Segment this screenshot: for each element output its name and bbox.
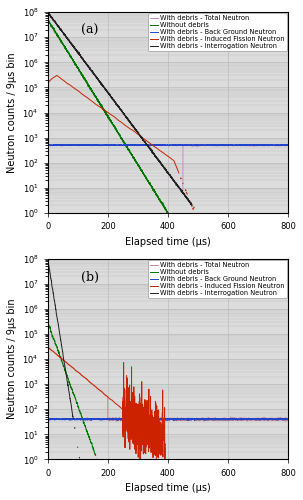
With debris - Back Ground Neutron bbox=[58, 142, 62, 148]
Without debris bbox=[46, 16, 49, 22]
With debris - Total Neutron bbox=[286, 416, 290, 422]
With debris - Back Ground Neutron bbox=[286, 142, 290, 148]
With debris - Interrogation Neutron bbox=[73, 46, 77, 52]
With debris - Induced Fission Neutron bbox=[148, 420, 152, 426]
With debris - Total Neutron bbox=[73, 367, 77, 373]
With debris - Back Ground Neutron bbox=[172, 418, 176, 424]
Without debris bbox=[88, 434, 91, 440]
With debris - Back Ground Neutron bbox=[73, 416, 77, 422]
With debris - Total Neutron bbox=[88, 64, 91, 70]
With debris - Total Neutron bbox=[282, 142, 285, 148]
X-axis label: Elapsed time (μs): Elapsed time (μs) bbox=[125, 236, 211, 246]
With debris - Total Neutron bbox=[46, 344, 49, 350]
With debris - Induced Fission Neutron bbox=[46, 80, 49, 86]
With debris - Back Ground Neutron bbox=[148, 415, 152, 421]
Line: With debris - Induced Fission Neutron: With debris - Induced Fission Neutron bbox=[48, 76, 194, 212]
With debris - Interrogation Neutron bbox=[88, 66, 91, 71]
With debris - Total Neutron bbox=[148, 416, 152, 422]
With debris - Back Ground Neutron bbox=[138, 416, 142, 422]
With debris - Total Neutron bbox=[138, 416, 142, 422]
With debris - Induced Fission Neutron bbox=[73, 367, 77, 373]
With debris - Back Ground Neutron bbox=[256, 416, 259, 422]
With debris - Interrogation Neutron bbox=[46, 9, 49, 15]
With debris - Total Neutron bbox=[256, 416, 259, 422]
With debris - Back Ground Neutron bbox=[138, 142, 142, 148]
With debris - Back Ground Neutron bbox=[186, 415, 190, 421]
With debris - Total Neutron bbox=[256, 142, 259, 148]
With debris - Back Ground Neutron bbox=[73, 142, 77, 148]
With debris - Interrogation Neutron bbox=[46, 256, 49, 262]
With debris - Total Neutron bbox=[148, 146, 152, 152]
With debris - Interrogation Neutron bbox=[138, 133, 142, 139]
With debris - Induced Fission Neutron bbox=[88, 378, 91, 384]
With debris - Back Ground Neutron bbox=[46, 142, 49, 148]
With debris - Back Ground Neutron bbox=[282, 142, 285, 148]
Text: (a): (a) bbox=[81, 24, 99, 37]
Line: With debris - Back Ground Neutron: With debris - Back Ground Neutron bbox=[48, 144, 288, 146]
With debris - Back Ground Neutron bbox=[286, 416, 290, 422]
With debris - Back Ground Neutron bbox=[46, 416, 49, 422]
Line: With debris - Total Neutron: With debris - Total Neutron bbox=[48, 347, 288, 422]
Legend: With debris - Total Neutron, Without debris, With debris - Back Ground Neutron, : With debris - Total Neutron, Without deb… bbox=[148, 14, 287, 52]
Line: Without debris: Without debris bbox=[48, 19, 261, 212]
With debris - Back Ground Neutron bbox=[99, 143, 103, 149]
Line: With debris - Induced Fission Neutron: With debris - Induced Fission Neutron bbox=[48, 347, 170, 459]
Without debris bbox=[46, 319, 49, 325]
Line: Without debris: Without debris bbox=[48, 322, 103, 460]
With debris - Back Ground Neutron bbox=[149, 142, 152, 148]
With debris - Induced Fission Neutron bbox=[73, 86, 77, 92]
With debris - Total Neutron bbox=[138, 132, 142, 138]
With debris - Total Neutron bbox=[286, 142, 290, 148]
With debris - Induced Fission Neutron bbox=[138, 133, 142, 139]
Y-axis label: Neutron counts / 9μs bin: Neutron counts / 9μs bin bbox=[7, 52, 17, 173]
With debris - Total Neutron bbox=[46, 8, 49, 14]
Line: With debris - Interrogation Neutron: With debris - Interrogation Neutron bbox=[48, 258, 79, 458]
With debris - Total Neutron bbox=[88, 379, 91, 385]
Without debris bbox=[148, 182, 152, 188]
With debris - Induced Fission Neutron bbox=[88, 96, 91, 102]
With debris - Back Ground Neutron bbox=[282, 416, 285, 422]
With debris - Induced Fission Neutron bbox=[148, 140, 152, 146]
With debris - Interrogation Neutron bbox=[148, 146, 152, 152]
With debris - Back Ground Neutron bbox=[88, 142, 91, 148]
Line: With debris - Back Ground Neutron: With debris - Back Ground Neutron bbox=[48, 418, 288, 420]
With debris - Total Neutron bbox=[181, 190, 184, 196]
X-axis label: Elapsed time (μs): Elapsed time (μs) bbox=[125, 483, 211, 493]
With debris - Back Ground Neutron bbox=[88, 416, 91, 422]
Without debris bbox=[138, 164, 142, 170]
With debris - Total Neutron bbox=[73, 46, 77, 52]
With debris - Total Neutron bbox=[282, 416, 285, 422]
With debris - Total Neutron bbox=[115, 418, 118, 424]
With debris - Back Ground Neutron bbox=[256, 142, 259, 148]
Without debris bbox=[73, 394, 77, 400]
With debris - Induced Fission Neutron bbox=[138, 424, 142, 430]
Without debris bbox=[88, 83, 91, 89]
Text: (b): (b) bbox=[81, 270, 99, 283]
Line: With debris - Interrogation Neutron: With debris - Interrogation Neutron bbox=[48, 12, 288, 332]
Line: With debris - Total Neutron: With debris - Total Neutron bbox=[48, 12, 288, 192]
With debris - Induced Fission Neutron bbox=[46, 344, 49, 350]
Y-axis label: Neutron counts / 9μs bin: Neutron counts / 9μs bin bbox=[7, 299, 17, 420]
Without debris bbox=[73, 60, 77, 66]
Legend: With debris - Total Neutron, Without debris, With debris - Back Ground Neutron, : With debris - Total Neutron, Without deb… bbox=[148, 260, 287, 298]
